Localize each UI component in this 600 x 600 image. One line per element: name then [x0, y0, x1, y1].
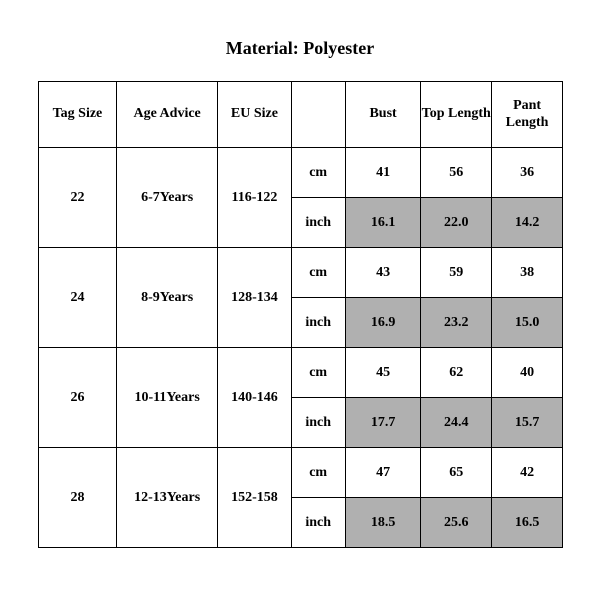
- cell-tag-size: 22: [39, 148, 117, 248]
- table-row: 28 12-13Years 152-158 cm 47 65 42: [39, 448, 563, 498]
- table-header-row: Tag Size Age Advice EU Size Bust Top Len…: [39, 82, 563, 148]
- cell-tag-size: 24: [39, 248, 117, 348]
- cell-pant-length: 15.0: [492, 298, 563, 348]
- cell-unit-cm: cm: [291, 348, 345, 398]
- size-table-wrap: Tag Size Age Advice EU Size Bust Top Len…: [38, 81, 563, 548]
- col-eu-size: EU Size: [218, 82, 291, 148]
- cell-unit-cm: cm: [291, 448, 345, 498]
- cell-bust: 16.1: [345, 198, 421, 248]
- cell-top-length: 22.0: [421, 198, 492, 248]
- table-row: 22 6-7Years 116-122 cm 41 56 36: [39, 148, 563, 198]
- col-unit: [291, 82, 345, 148]
- cell-bust: 41: [345, 148, 421, 198]
- cell-tag-size: 26: [39, 348, 117, 448]
- cell-top-length: 62: [421, 348, 492, 398]
- table-row: 26 10-11Years 140-146 cm 45 62 40: [39, 348, 563, 398]
- cell-top-length: 23.2: [421, 298, 492, 348]
- cell-bust: 47: [345, 448, 421, 498]
- cell-eu-size: 152-158: [218, 448, 291, 548]
- cell-age-advice: 10-11Years: [116, 348, 217, 448]
- col-pant-length: Pant Length: [492, 82, 563, 148]
- cell-unit-inch: inch: [291, 198, 345, 248]
- cell-top-length: 65: [421, 448, 492, 498]
- col-age-advice: Age Advice: [116, 82, 217, 148]
- cell-pant-length: 36: [492, 148, 563, 198]
- cell-unit-inch: inch: [291, 398, 345, 448]
- cell-pant-length: 14.2: [492, 198, 563, 248]
- col-top-length: Top Length: [421, 82, 492, 148]
- table-row: 24 8-9Years 128-134 cm 43 59 38: [39, 248, 563, 298]
- page-title: Material: Polyester: [0, 0, 600, 81]
- cell-unit-cm: cm: [291, 248, 345, 298]
- cell-tag-size: 28: [39, 448, 117, 548]
- cell-unit-cm: cm: [291, 148, 345, 198]
- col-tag-size: Tag Size: [39, 82, 117, 148]
- col-bust: Bust: [345, 82, 421, 148]
- size-table: Tag Size Age Advice EU Size Bust Top Len…: [38, 81, 563, 548]
- cell-pant-length: 38: [492, 248, 563, 298]
- cell-pant-length: 42: [492, 448, 563, 498]
- cell-pant-length: 15.7: [492, 398, 563, 448]
- cell-eu-size: 140-146: [218, 348, 291, 448]
- cell-age-advice: 6-7Years: [116, 148, 217, 248]
- cell-top-length: 59: [421, 248, 492, 298]
- cell-top-length: 24.4: [421, 398, 492, 448]
- cell-bust: 16.9: [345, 298, 421, 348]
- cell-pant-length: 16.5: [492, 498, 563, 548]
- cell-eu-size: 128-134: [218, 248, 291, 348]
- cell-eu-size: 116-122: [218, 148, 291, 248]
- cell-unit-inch: inch: [291, 298, 345, 348]
- cell-age-advice: 8-9Years: [116, 248, 217, 348]
- cell-bust: 43: [345, 248, 421, 298]
- cell-bust: 45: [345, 348, 421, 398]
- cell-bust: 17.7: [345, 398, 421, 448]
- cell-age-advice: 12-13Years: [116, 448, 217, 548]
- cell-bust: 18.5: [345, 498, 421, 548]
- cell-top-length: 25.6: [421, 498, 492, 548]
- cell-top-length: 56: [421, 148, 492, 198]
- cell-unit-inch: inch: [291, 498, 345, 548]
- cell-pant-length: 40: [492, 348, 563, 398]
